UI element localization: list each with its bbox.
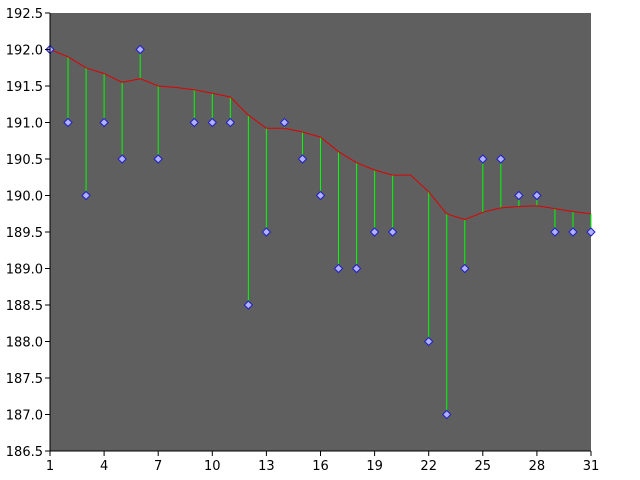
x-tick-label: 7: [154, 459, 162, 474]
x-tick-label: 13: [258, 459, 275, 474]
data-point: [532, 190, 542, 201]
y-tick-label: 190.0: [6, 190, 43, 205]
data-point: [99, 117, 109, 128]
y-tick-label: 192.0: [6, 44, 43, 59]
y-tick-label: 189.5: [6, 226, 43, 241]
data-point: [568, 227, 578, 237]
x-tick-label: 1: [46, 459, 54, 474]
data-point: [135, 44, 145, 55]
y-tick-label: 190.5: [6, 153, 43, 168]
data-point: [189, 117, 199, 128]
data-point: [207, 117, 218, 128]
x-tick-label: 28: [529, 459, 546, 474]
x-tick-label: 16: [312, 459, 329, 474]
data-point: [297, 154, 308, 164]
y-tick-label: 191.5: [6, 80, 43, 95]
axes: [45, 12, 592, 456]
data-point: [243, 300, 254, 310]
x-tick-label: 19: [366, 459, 383, 474]
y-tick-label: 191.0: [6, 117, 43, 132]
data-point: [369, 227, 380, 237]
data-point: [351, 263, 362, 274]
data-point: [460, 263, 470, 274]
data-point: [117, 154, 127, 164]
y-tick-label: 189.0: [6, 263, 43, 278]
x-tick-label: 10: [204, 459, 221, 474]
stem-lines: [67, 49, 592, 415]
data-point: [478, 154, 488, 164]
y-tick-label: 187.0: [6, 409, 43, 424]
data-point: [63, 117, 73, 128]
data-point: [550, 227, 560, 237]
y-tick-label: 188.0: [6, 336, 43, 351]
data-point: [279, 117, 290, 128]
data-point: [442, 409, 452, 420]
plot-area: [50, 13, 591, 451]
data-point: [81, 190, 91, 201]
data-point: [225, 117, 236, 128]
data-point: [387, 227, 398, 237]
data-point: [261, 227, 272, 237]
y-tick-label: 186.5: [6, 445, 43, 460]
x-tick-label: 31: [583, 459, 600, 474]
x-tick-label: 25: [475, 459, 492, 474]
data-point: [514, 190, 524, 201]
x-tick-label: 4: [100, 459, 108, 474]
y-tick-label: 187.5: [6, 372, 43, 387]
trend-line: [49, 49, 592, 221]
y-tick-label: 188.5: [6, 299, 43, 314]
data-point: [333, 263, 344, 274]
x-tick-label: 22: [420, 459, 437, 474]
data-point: [586, 227, 596, 237]
data-points: [45, 44, 596, 420]
data-point: [496, 154, 506, 164]
x-tick-labels: 1 4 7 10 13 16 19 22 25 28 31: [46, 459, 599, 474]
data-point: [153, 154, 163, 164]
y-tick-labels: 186.5 187.0 187.5 188.0 188.5 189.0 189.5 190.0…: [6, 7, 43, 460]
data-point: [315, 190, 326, 201]
y-tick-label: 192.5: [6, 7, 43, 22]
data-point: [423, 336, 434, 347]
